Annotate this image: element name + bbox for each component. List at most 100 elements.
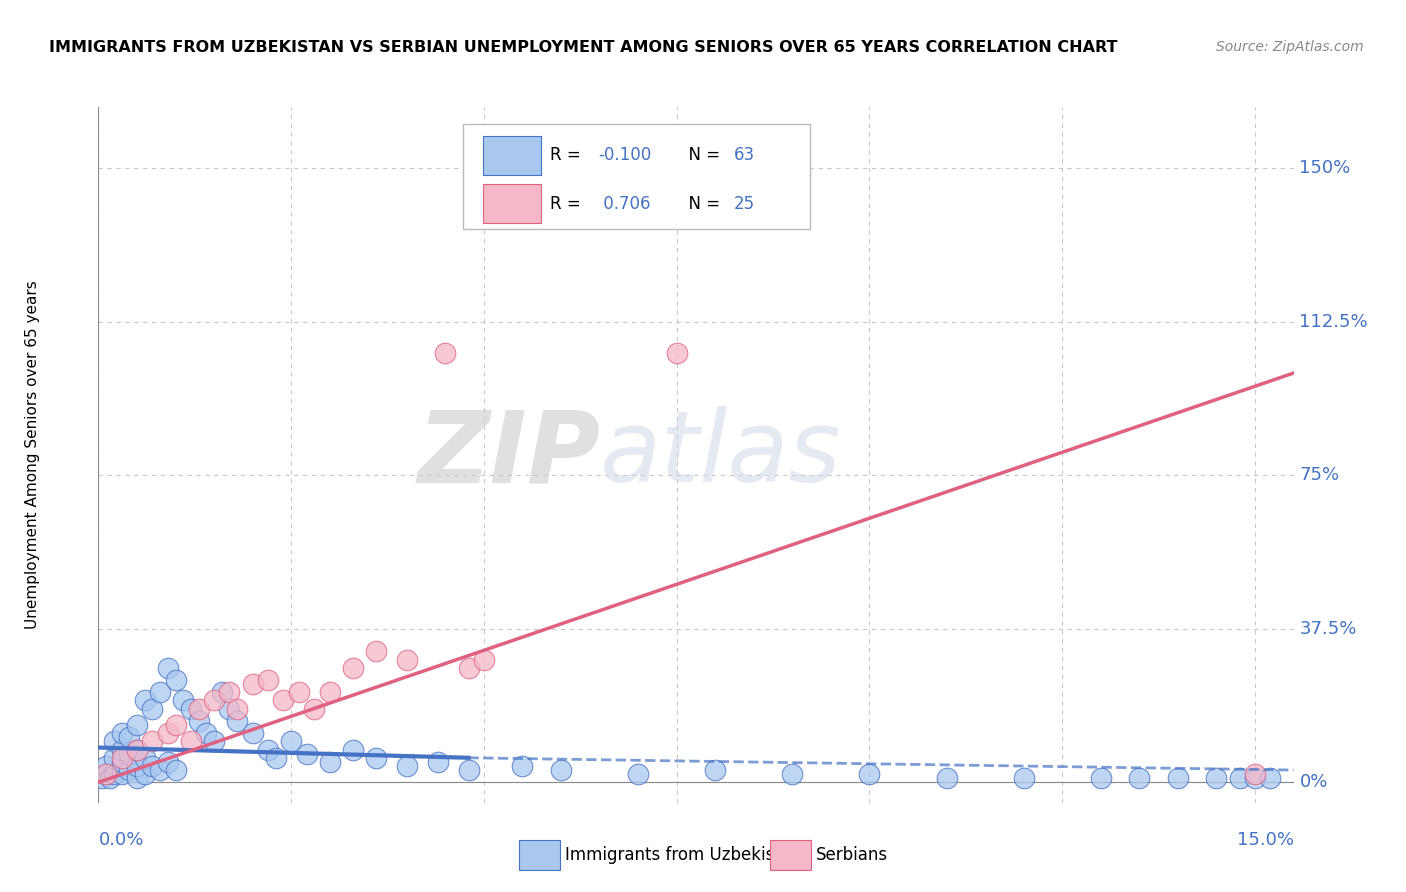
Point [342,742,364,756]
Text: 0.706: 0.706 [598,194,651,213]
Point [110,755,132,769]
FancyBboxPatch shape [463,124,810,229]
Point [226,701,249,715]
Point [165,718,187,732]
Point [472,652,495,666]
Point [94,767,117,781]
Point [364,644,387,658]
Point [134,767,156,781]
Text: N =: N = [678,146,725,164]
Text: 75%: 75% [1299,467,1340,484]
Point [195,726,218,740]
Point [257,673,280,687]
Text: N =: N = [678,194,725,213]
Point [118,763,141,777]
Text: 25: 25 [734,194,755,213]
Point [110,751,132,765]
Point [218,685,240,699]
Point [550,763,572,777]
Point [134,693,156,707]
Point [202,693,225,707]
Text: -0.100: -0.100 [598,146,651,164]
Point [91,771,114,785]
Point [395,759,418,773]
Point [1244,767,1267,781]
Point [257,742,280,756]
Point [110,742,132,756]
Point [110,767,132,781]
Point [118,747,141,761]
Point [118,731,141,745]
Point [172,693,194,707]
Point [94,759,117,773]
Point [782,767,804,781]
Point [319,755,342,769]
Point [1090,771,1112,785]
Point [226,714,249,728]
Text: R =: R = [550,194,586,213]
FancyBboxPatch shape [519,840,560,870]
Text: 37.5%: 37.5% [1299,620,1357,638]
Point [858,767,880,781]
Point [165,763,187,777]
Point [202,734,225,748]
Point [665,345,688,359]
Point [288,685,311,699]
Point [141,701,163,715]
Point [180,734,202,748]
Point [218,701,240,715]
Point [395,652,418,666]
Text: Unemployment Among Seniors over 65 years: Unemployment Among Seniors over 65 years [25,281,41,629]
Point [149,763,172,777]
Point [211,685,233,699]
Point [110,726,132,740]
Point [457,661,479,675]
Text: IMMIGRANTS FROM UZBEKISTAN VS SERBIAN UNEMPLOYMENT AMONG SENIORS OVER 65 YEARS C: IMMIGRANTS FROM UZBEKISTAN VS SERBIAN UN… [49,40,1118,55]
Point [187,701,209,715]
Point [935,771,957,785]
Point [125,759,148,773]
Point [103,751,125,765]
Text: Immigrants from Uzbekistan: Immigrants from Uzbekistan [565,846,801,864]
Point [180,701,202,715]
Point [149,685,172,699]
Point [187,714,209,728]
Text: Serbians: Serbians [815,846,887,864]
FancyBboxPatch shape [484,185,540,223]
Text: 15.0%: 15.0% [1236,830,1294,848]
Point [304,701,326,715]
Point [434,345,457,359]
Text: 150%: 150% [1299,160,1351,178]
Point [103,767,125,781]
Point [98,771,121,785]
Point [125,742,148,756]
FancyBboxPatch shape [484,136,540,175]
Text: 63: 63 [734,146,755,164]
Point [156,661,179,675]
Point [125,718,148,732]
FancyBboxPatch shape [770,840,811,870]
Point [364,751,387,765]
Text: R =: R = [550,146,586,164]
Point [242,677,264,691]
Point [125,771,148,785]
Text: 0%: 0% [1299,773,1327,791]
Point [457,763,479,777]
Point [1128,771,1150,785]
Point [273,693,295,707]
Text: 112.5%: 112.5% [1299,313,1368,331]
Point [125,742,148,756]
Point [342,661,364,675]
Point [141,759,163,773]
Point [1205,771,1227,785]
Point [319,685,342,699]
Point [280,734,302,748]
Point [295,747,318,761]
Point [512,759,534,773]
Text: atlas: atlas [600,407,842,503]
Text: 0.0%: 0.0% [98,830,143,848]
Point [627,767,650,781]
Point [141,734,163,748]
Point [1229,771,1251,785]
Text: ZIP: ZIP [418,407,600,503]
